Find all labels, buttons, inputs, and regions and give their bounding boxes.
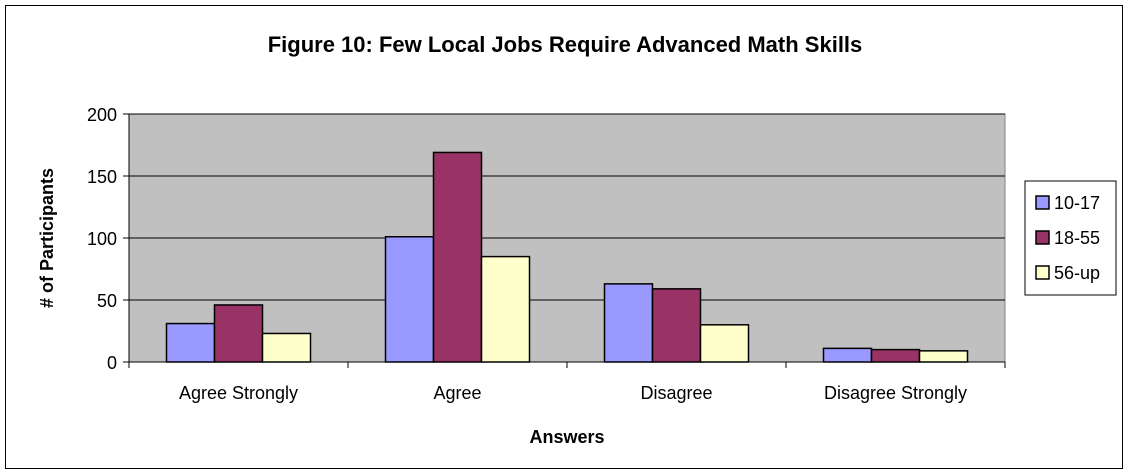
bar [432,151,483,363]
legend: 10-17 18-55 56-up [1024,180,1117,296]
legend-label: 18-55 [1054,228,1100,248]
chart-title: Figure 10: Few Local Jobs Require Advanc… [268,32,863,57]
x-tick-label: Disagree [640,383,712,403]
y-axis-label: # of Participants [37,168,57,308]
legend-swatch [1035,195,1050,210]
legend-swatch [1035,265,1050,280]
bar [870,348,921,363]
bar [261,332,312,363]
x-tick-label: Agree [433,383,481,403]
y-tick-label: 200 [87,105,117,125]
y-axis: 0 50 100 150 200 [87,105,130,373]
legend-swatch [1035,230,1050,245]
bar [699,324,750,363]
x-tick-label: Agree Strongly [179,383,298,403]
bar [213,304,264,363]
bar [384,236,435,363]
legend-label: 10-17 [1054,193,1100,213]
gridlines [129,113,1005,301]
bar [651,288,702,363]
y-tick-label: 100 [87,229,117,249]
y-tick-label: 150 [87,167,117,187]
legend-label: 56-up [1054,263,1100,283]
bars [165,151,969,363]
x-axis-label: Answers [529,427,604,447]
y-tick-label: 0 [107,353,117,373]
bar [603,283,654,363]
bar [822,347,873,363]
x-tick-label: Disagree Strongly [824,383,967,403]
x-axis: Agree Strongly Agree Disagree Disagree Stro… [128,361,1006,403]
bar [918,350,969,363]
bar [480,255,531,363]
bar [165,322,216,363]
y-tick-label: 50 [97,291,117,311]
